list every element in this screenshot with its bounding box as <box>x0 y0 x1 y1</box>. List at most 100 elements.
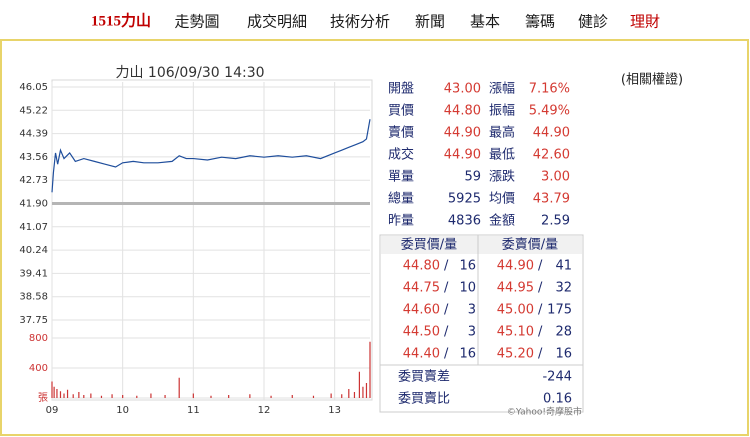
nav-tab[interactable]: 走勢圖 <box>174 13 219 31</box>
volume-bar <box>59 391 62 398</box>
separator: / <box>538 281 543 296</box>
quote-label: 昨量 <box>388 214 414 229</box>
quote-value: 43.79 <box>533 192 570 207</box>
y-tick-label: 41.07 <box>19 222 48 233</box>
volume-bar <box>178 377 180 398</box>
nav-tab[interactable]: 1515力山 <box>91 11 151 29</box>
bid-price: 44.40 <box>403 347 440 362</box>
content-frame <box>0 39 749 436</box>
separator: / <box>444 303 449 318</box>
volume-bar <box>330 393 332 398</box>
quote-label: 漲幅 <box>489 82 515 97</box>
quote-label: 開盤 <box>388 82 414 97</box>
y-tick-label: 800 <box>29 333 48 344</box>
order-book-frame <box>379 234 584 413</box>
ask-volume: 175 <box>547 303 572 318</box>
volume-bar <box>210 395 212 398</box>
volume-bar <box>83 395 85 398</box>
quote-value: 5.49% <box>529 104 570 119</box>
separator: / <box>444 347 449 362</box>
order-book-header: 委買價/量 <box>401 238 457 253</box>
volume-bar <box>90 393 92 398</box>
quote-label: 成交 <box>388 147 414 163</box>
ask-volume: 28 <box>555 325 572 340</box>
separator: / <box>538 325 543 340</box>
ask-price: 44.95 <box>497 281 534 296</box>
price-line <box>51 119 371 193</box>
volume-bar <box>369 341 371 398</box>
nav-tab[interactable]: 理財 <box>630 13 660 31</box>
y-tick-label: 40.24 <box>19 245 48 256</box>
separator: / <box>538 347 543 362</box>
ask-volume: 16 <box>555 347 572 362</box>
volume-bar <box>122 395 124 398</box>
bid-volume: 10 <box>459 281 476 296</box>
nav-tab[interactable]: 技術分析 <box>330 13 390 31</box>
quote-label: 振幅 <box>489 104 515 119</box>
bid-price: 44.60 <box>403 303 440 318</box>
nav-tab[interactable]: 籌碼 <box>525 13 555 31</box>
order-book-header: 委賣價/量 <box>502 238 558 253</box>
y-tick-label: 39.41 <box>19 268 48 279</box>
related-warrants-link[interactable]: (相關權證) <box>621 72 683 88</box>
separator: / <box>538 259 543 274</box>
volume-bar <box>51 381 53 398</box>
quote-label: 單量 <box>388 170 414 185</box>
volume-bar <box>111 394 113 398</box>
separator: / <box>538 303 543 318</box>
quote-value: 2.59 <box>541 214 570 229</box>
y-tick-label: 43.56 <box>19 152 48 163</box>
quote-label: 漲跌 <box>489 169 515 185</box>
footer-credit: ©Yahoo!奇摩股市 <box>507 406 582 418</box>
order-book-header-bg <box>381 236 582 254</box>
y-tick-label: 張 <box>38 392 48 404</box>
volume-bar <box>72 394 74 398</box>
volume-bar <box>66 389 69 398</box>
quote-value: 7.16% <box>529 82 570 97</box>
quote-value: 3.00 <box>541 170 570 185</box>
quote-label: 最高 <box>489 125 515 141</box>
nav-tab[interactable]: 基本 <box>470 13 500 31</box>
quote-value: 44.90 <box>444 148 481 163</box>
chart-frame <box>51 79 373 401</box>
quote-value: 44.90 <box>444 126 481 141</box>
separator: / <box>444 325 449 340</box>
quote-value: 43.00 <box>444 82 481 97</box>
summary-label: 委買賣差 <box>398 370 450 385</box>
volume-bar <box>192 393 194 398</box>
quote-label: 均價 <box>489 192 515 207</box>
ask-price: 45.10 <box>497 325 534 340</box>
quote-value: 42.60 <box>533 148 570 163</box>
quote-label: 金額 <box>489 213 515 229</box>
quote-value: 4836 <box>448 214 481 229</box>
bid-volume: 16 <box>459 347 476 362</box>
bid-volume: 16 <box>459 259 476 274</box>
nav-tab[interactable]: 新聞 <box>415 13 445 31</box>
nav-tab[interactable]: 成交明細 <box>247 13 307 31</box>
ask-price: 45.20 <box>497 347 534 362</box>
nav-tab[interactable]: 健診 <box>578 13 608 31</box>
y-tick-label: 41.90 <box>19 199 48 210</box>
ask-volume: 41 <box>555 259 572 274</box>
volume-bar <box>78 392 80 398</box>
summary-label: 委買賣比 <box>398 392 450 407</box>
summary-value: 0.16 <box>543 392 572 407</box>
quote-value: 59 <box>464 170 481 185</box>
bid-volume: 3 <box>468 325 476 340</box>
volume-bar <box>365 383 368 398</box>
ask-volume: 32 <box>555 281 572 296</box>
volume-bar <box>270 395 272 398</box>
separator: / <box>444 281 449 296</box>
quote-value: 44.90 <box>533 126 570 141</box>
y-tick-label: 45.22 <box>19 105 48 116</box>
bid-volume: 3 <box>468 303 476 318</box>
y-tick-label: 46.05 <box>19 82 48 93</box>
volume-bar <box>312 395 315 398</box>
chart-title: 力山 106/09/30 14:30 <box>115 65 264 81</box>
volume-bar <box>249 394 251 398</box>
y-tick-label: 38.58 <box>19 292 48 303</box>
bid-price: 44.50 <box>403 325 440 340</box>
volume-bar <box>348 389 350 398</box>
volume-bar <box>53 386 55 398</box>
